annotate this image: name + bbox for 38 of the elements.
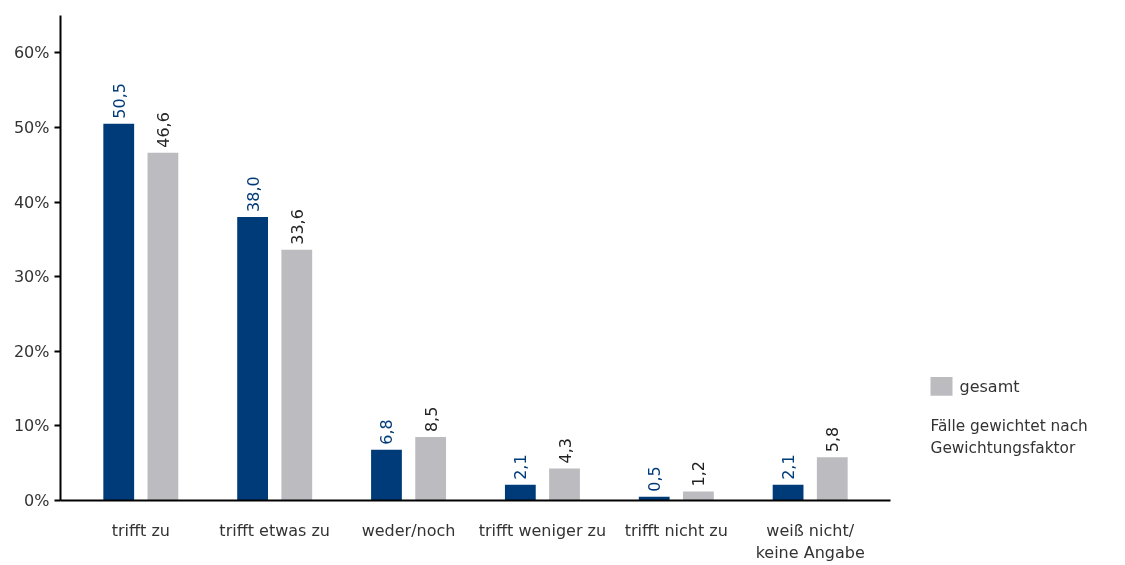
- data-label: 6,8: [377, 419, 397, 445]
- y-tick-label: 40%: [13, 192, 50, 212]
- y-tick-label: 60%: [13, 43, 50, 63]
- legend-label: gesamt: [959, 376, 1020, 396]
- bar: [103, 123, 135, 501]
- x-tick-label: weder/noch: [361, 520, 456, 540]
- data-label: 2,1: [511, 454, 531, 480]
- y-tick-label: 0%: [24, 491, 50, 510]
- text: Fälle gewichtet nach Gewichtungsfaktor: [930, 417, 1088, 457]
- bar: [281, 249, 313, 501]
- bar: [683, 491, 714, 501]
- data-label: 4,3: [555, 437, 575, 464]
- data-label: 33,6: [287, 209, 307, 245]
- data-label: 0,5: [645, 466, 665, 492]
- x-tick-label: trifft nicht zu: [624, 520, 728, 540]
- bar: [816, 457, 848, 501]
- x-tick-label: trifft weniger zu: [478, 520, 607, 540]
- bar: [237, 216, 268, 501]
- x-tick-label: trifft zu: [111, 520, 170, 540]
- data-label: 38,0: [243, 176, 263, 212]
- bar: [772, 484, 804, 501]
- y-tick-label: 50%: [13, 117, 50, 137]
- bar: [147, 152, 179, 501]
- x-tick-label: trifft etwas zu: [219, 520, 331, 540]
- bar: [549, 468, 580, 501]
- data-label: 5,8: [823, 426, 843, 453]
- y-tick-label: 10%: [13, 416, 50, 436]
- bar: [371, 449, 402, 501]
- data-label: 8,5: [421, 406, 441, 433]
- bar: [415, 437, 447, 501]
- bar: [504, 484, 536, 501]
- y-tick-label: 20%: [13, 341, 50, 361]
- data-label: 50,5: [109, 83, 129, 119]
- data-label: 2,1: [779, 454, 799, 480]
- data-label: 1,2: [689, 461, 709, 487]
- data-label: 46,6: [153, 112, 173, 148]
- y-tick-label: 30%: [13, 267, 50, 287]
- x-tick-label: weiß nicht/ keine Angabe: [755, 520, 865, 563]
